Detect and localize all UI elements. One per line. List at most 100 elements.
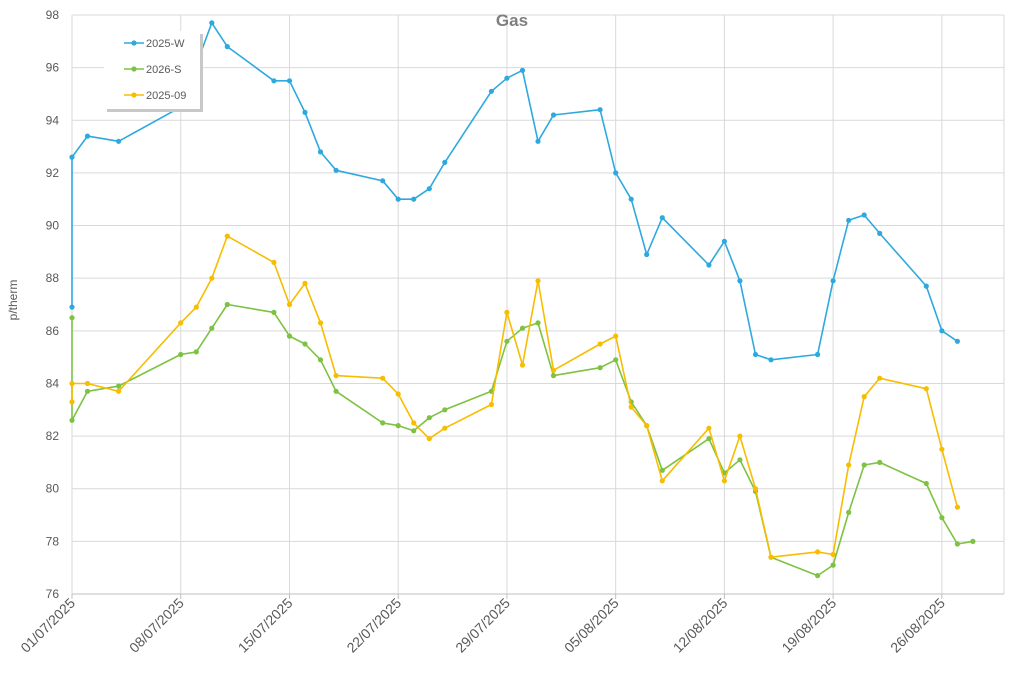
data-point <box>815 573 821 579</box>
data-point <box>535 138 541 144</box>
data-point <box>830 278 836 284</box>
data-point <box>737 278 743 284</box>
data-point <box>954 338 961 344</box>
x-tick-label: 22/07/2025 <box>343 595 404 656</box>
data-point <box>737 433 743 439</box>
data-point <box>768 554 774 560</box>
data-point <box>613 333 619 339</box>
data-point <box>333 167 339 173</box>
data-point <box>84 380 91 387</box>
y-tick-label: 90 <box>46 219 60 233</box>
legend-item: 2026-S <box>124 64 181 76</box>
data-point <box>846 509 852 515</box>
data-point <box>830 562 836 568</box>
y-tick-label: 96 <box>46 61 60 75</box>
x-tick-label: 05/08/2025 <box>561 595 622 656</box>
data-point <box>426 436 432 442</box>
data-point <box>706 262 712 268</box>
data-point <box>178 320 184 326</box>
data-point <box>877 375 883 381</box>
data-point <box>628 196 634 202</box>
data-point <box>597 341 603 347</box>
data-point <box>877 459 883 465</box>
data-point <box>706 425 712 431</box>
data-point <box>411 428 417 434</box>
data-point <box>830 551 836 558</box>
legend-items: 2025-W 2026-S 2025-09 <box>124 38 186 102</box>
data-point <box>613 357 619 363</box>
x-tick-label: 01/07/2025 <box>17 595 78 656</box>
legend-label: 2025-09 <box>146 90 186 102</box>
data-point <box>659 467 665 473</box>
data-point <box>535 320 541 326</box>
data-point <box>84 133 91 139</box>
data-point <box>271 259 277 265</box>
data-point <box>752 486 759 492</box>
legend-swatch-marker <box>131 66 137 72</box>
data-point <box>861 212 867 218</box>
data-point <box>519 67 526 73</box>
data-point <box>302 341 308 347</box>
data-point <box>846 462 852 468</box>
legend-swatch-marker <box>131 92 137 98</box>
data-point <box>939 328 945 334</box>
data-point <box>861 462 867 468</box>
series-2026-S <box>69 301 976 579</box>
data-point <box>395 196 401 202</box>
data-point <box>721 478 728 484</box>
data-point <box>224 233 230 239</box>
data-point <box>737 457 743 463</box>
chart-title: Gas <box>496 11 528 30</box>
data-point <box>116 388 122 394</box>
data-point <box>815 549 821 555</box>
data-point <box>69 380 75 387</box>
x-tick-label: 12/08/2025 <box>670 595 731 656</box>
data-point <box>644 251 650 258</box>
data-point <box>317 357 324 363</box>
series-2025-09 <box>69 233 961 560</box>
y-axis-label: p/therm <box>6 280 20 321</box>
legend: 2025-W 2026-S 2025-09 <box>104 31 203 112</box>
data-point <box>116 383 122 389</box>
data-point <box>193 304 199 310</box>
data-point <box>69 304 75 310</box>
data-point <box>178 351 184 358</box>
data-point <box>535 278 541 284</box>
x-tick-label: 15/07/2025 <box>235 595 296 656</box>
data-point <box>970 538 976 545</box>
data-point <box>504 338 510 344</box>
legend-item: 2025-W <box>124 38 185 50</box>
data-point <box>411 196 417 202</box>
data-point <box>550 373 557 379</box>
x-axis-ticks: 01/07/2025 08/07/2025 15/07/2025 22/07/2025… <box>17 594 948 656</box>
y-tick-label: 84 <box>46 376 60 390</box>
data-point <box>659 215 665 221</box>
data-point <box>721 238 728 244</box>
data-point <box>69 399 75 405</box>
x-tick-label: 19/08/2025 <box>778 595 839 656</box>
legend-label: 2025-W <box>146 38 185 50</box>
data-point <box>271 309 277 315</box>
data-point <box>286 333 293 339</box>
legend-swatch-marker <box>131 40 137 46</box>
data-point <box>628 404 634 410</box>
data-point <box>550 112 557 118</box>
data-point <box>846 217 852 223</box>
data-point <box>939 446 945 452</box>
legend-box <box>104 31 200 109</box>
data-point <box>411 420 417 426</box>
data-point <box>488 88 494 94</box>
data-point <box>597 365 603 371</box>
data-point <box>519 362 526 368</box>
data-point <box>426 415 432 421</box>
data-point <box>923 283 929 289</box>
series <box>69 20 976 579</box>
data-point <box>209 325 215 331</box>
data-point <box>224 44 230 50</box>
data-point <box>193 349 199 355</box>
data-point <box>442 159 448 165</box>
data-point <box>659 478 665 484</box>
data-point <box>69 154 75 160</box>
data-point <box>954 504 961 510</box>
x-tick-label: 08/07/2025 <box>126 595 187 656</box>
